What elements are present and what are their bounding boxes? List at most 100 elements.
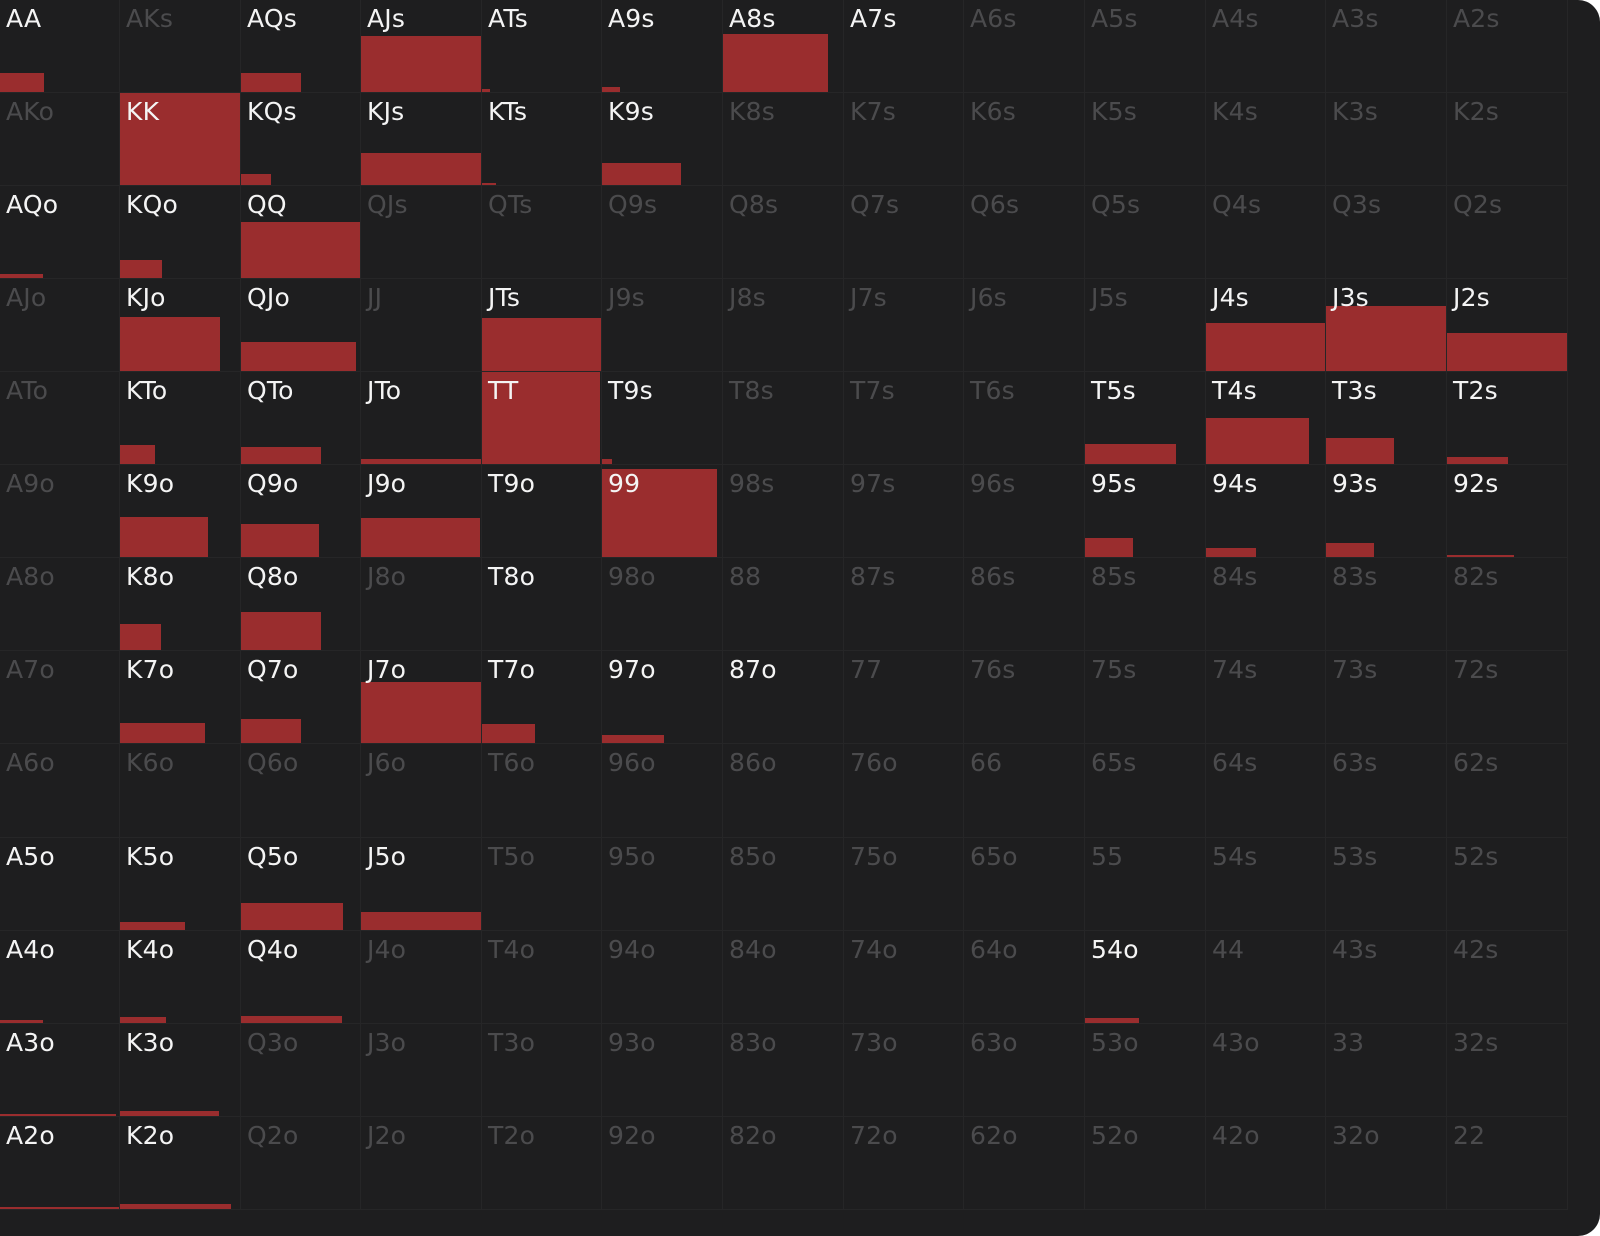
hand-cell-84o[interactable]: 84o (723, 931, 844, 1024)
hand-cell-k5o[interactable]: K5o (120, 838, 241, 931)
hand-cell-k6s[interactable]: K6s (964, 93, 1085, 186)
hand-cell-k4s[interactable]: K4s (1206, 93, 1326, 186)
hand-cell-j7o[interactable]: J7o (361, 651, 482, 744)
hand-cell-a4s[interactable]: A4s (1206, 0, 1326, 93)
hand-cell-k5s[interactable]: K5s (1085, 93, 1206, 186)
hand-cell-96o[interactable]: 96o (602, 744, 723, 838)
hand-cell-a8o[interactable]: A8o (0, 558, 120, 651)
hand-cell-44[interactable]: 44 (1206, 931, 1326, 1024)
hand-cell-t6s[interactable]: T6s (964, 372, 1085, 465)
hand-cell-qts[interactable]: QTs (482, 186, 602, 279)
hand-cell-qjo[interactable]: QJo (241, 279, 361, 372)
hand-cell-j4o[interactable]: J4o (361, 931, 482, 1024)
hand-cell-q7s[interactable]: Q7s (844, 186, 964, 279)
hand-cell-aqs[interactable]: AQs (241, 0, 361, 93)
hand-cell-j2o[interactable]: J2o (361, 1117, 482, 1210)
hand-cell-k2s[interactable]: K2s (1447, 93, 1568, 186)
hand-cell-33[interactable]: 33 (1326, 1024, 1447, 1117)
hand-cell-62s[interactable]: 62s (1447, 744, 1568, 838)
hand-cell-q9o[interactable]: Q9o (241, 465, 361, 558)
hand-cell-88[interactable]: 88 (723, 558, 844, 651)
hand-cell-74s[interactable]: 74s (1206, 651, 1326, 744)
hand-cell-tt[interactable]: TT (482, 372, 602, 465)
hand-cell-qto[interactable]: QTo (241, 372, 361, 465)
hand-cell-j5o[interactable]: J5o (361, 838, 482, 931)
hand-cell-a6o[interactable]: A6o (0, 744, 120, 838)
hand-cell-kjo[interactable]: KJo (120, 279, 241, 372)
hand-cell-65o[interactable]: 65o (964, 838, 1085, 931)
hand-cell-43s[interactable]: 43s (1326, 931, 1447, 1024)
hand-cell-q3s[interactable]: Q3s (1326, 186, 1447, 279)
hand-cell-t8s[interactable]: T8s (723, 372, 844, 465)
hand-cell-q3o[interactable]: Q3o (241, 1024, 361, 1117)
hand-cell-t7s[interactable]: T7s (844, 372, 964, 465)
hand-cell-a5o[interactable]: A5o (0, 838, 120, 931)
hand-cell-ats[interactable]: ATs (482, 0, 602, 93)
hand-cell-a2o[interactable]: A2o (0, 1117, 120, 1210)
hand-cell-j8s[interactable]: J8s (723, 279, 844, 372)
hand-cell-j4s[interactable]: J4s (1206, 279, 1326, 372)
hand-cell-87o[interactable]: 87o (723, 651, 844, 744)
hand-cell-t3s[interactable]: T3s (1326, 372, 1447, 465)
hand-cell-82o[interactable]: 82o (723, 1117, 844, 1210)
hand-cell-t9s[interactable]: T9s (602, 372, 723, 465)
hand-cell-a3s[interactable]: A3s (1326, 0, 1447, 93)
hand-cell-q8o[interactable]: Q8o (241, 558, 361, 651)
hand-cell-94s[interactable]: 94s (1206, 465, 1326, 558)
hand-cell-52o[interactable]: 52o (1085, 1117, 1206, 1210)
hand-cell-53s[interactable]: 53s (1326, 838, 1447, 931)
hand-cell-k7o[interactable]: K7o (120, 651, 241, 744)
hand-cell-q7o[interactable]: Q7o (241, 651, 361, 744)
hand-cell-kqo[interactable]: KQo (120, 186, 241, 279)
hand-cell-95s[interactable]: 95s (1085, 465, 1206, 558)
hand-cell-t7o[interactable]: T7o (482, 651, 602, 744)
hand-cell-98s[interactable]: 98s (723, 465, 844, 558)
hand-cell-qq[interactable]: QQ (241, 186, 361, 279)
hand-cell-86s[interactable]: 86s (964, 558, 1085, 651)
hand-cell-43o[interactable]: 43o (1206, 1024, 1326, 1117)
hand-cell-72s[interactable]: 72s (1447, 651, 1568, 744)
hand-cell-63s[interactable]: 63s (1326, 744, 1447, 838)
hand-cell-kjs[interactable]: KJs (361, 93, 482, 186)
hand-cell-42s[interactable]: 42s (1447, 931, 1568, 1024)
hand-cell-jts[interactable]: JTs (482, 279, 602, 372)
hand-cell-92s[interactable]: 92s (1447, 465, 1568, 558)
hand-cell-97s[interactable]: 97s (844, 465, 964, 558)
hand-cell-ako[interactable]: AKo (0, 93, 120, 186)
hand-cell-j2s[interactable]: J2s (1447, 279, 1568, 372)
hand-cell-84s[interactable]: 84s (1206, 558, 1326, 651)
hand-cell-77[interactable]: 77 (844, 651, 964, 744)
hand-cell-42o[interactable]: 42o (1206, 1117, 1326, 1210)
hand-cell-52s[interactable]: 52s (1447, 838, 1568, 931)
hand-cell-53o[interactable]: 53o (1085, 1024, 1206, 1117)
hand-cell-jto[interactable]: JTo (361, 372, 482, 465)
hand-cell-kk[interactable]: KK (120, 93, 241, 186)
hand-cell-93s[interactable]: 93s (1326, 465, 1447, 558)
hand-cell-t2o[interactable]: T2o (482, 1117, 602, 1210)
hand-cell-55[interactable]: 55 (1085, 838, 1206, 931)
hand-cell-q2s[interactable]: Q2s (1447, 186, 1568, 279)
hand-cell-66[interactable]: 66 (964, 744, 1085, 838)
hand-cell-k6o[interactable]: K6o (120, 744, 241, 838)
hand-cell-kts[interactable]: KTs (482, 93, 602, 186)
hand-cell-j6s[interactable]: J6s (964, 279, 1085, 372)
hand-cell-k3o[interactable]: K3o (120, 1024, 241, 1117)
hand-cell-t5s[interactable]: T5s (1085, 372, 1206, 465)
hand-cell-t3o[interactable]: T3o (482, 1024, 602, 1117)
hand-cell-j8o[interactable]: J8o (361, 558, 482, 651)
hand-cell-t5o[interactable]: T5o (482, 838, 602, 931)
hand-cell-87s[interactable]: 87s (844, 558, 964, 651)
hand-cell-63o[interactable]: 63o (964, 1024, 1085, 1117)
hand-cell-85s[interactable]: 85s (1085, 558, 1206, 651)
hand-cell-q9s[interactable]: Q9s (602, 186, 723, 279)
hand-cell-a6s[interactable]: A6s (964, 0, 1085, 93)
hand-cell-54o[interactable]: 54o (1085, 931, 1206, 1024)
hand-cell-q4o[interactable]: Q4o (241, 931, 361, 1024)
hand-cell-q6s[interactable]: Q6s (964, 186, 1085, 279)
hand-cell-98o[interactable]: 98o (602, 558, 723, 651)
hand-cell-65s[interactable]: 65s (1085, 744, 1206, 838)
hand-cell-q5s[interactable]: Q5s (1085, 186, 1206, 279)
hand-cell-k3s[interactable]: K3s (1326, 93, 1447, 186)
hand-cell-k9o[interactable]: K9o (120, 465, 241, 558)
hand-cell-73s[interactable]: 73s (1326, 651, 1447, 744)
